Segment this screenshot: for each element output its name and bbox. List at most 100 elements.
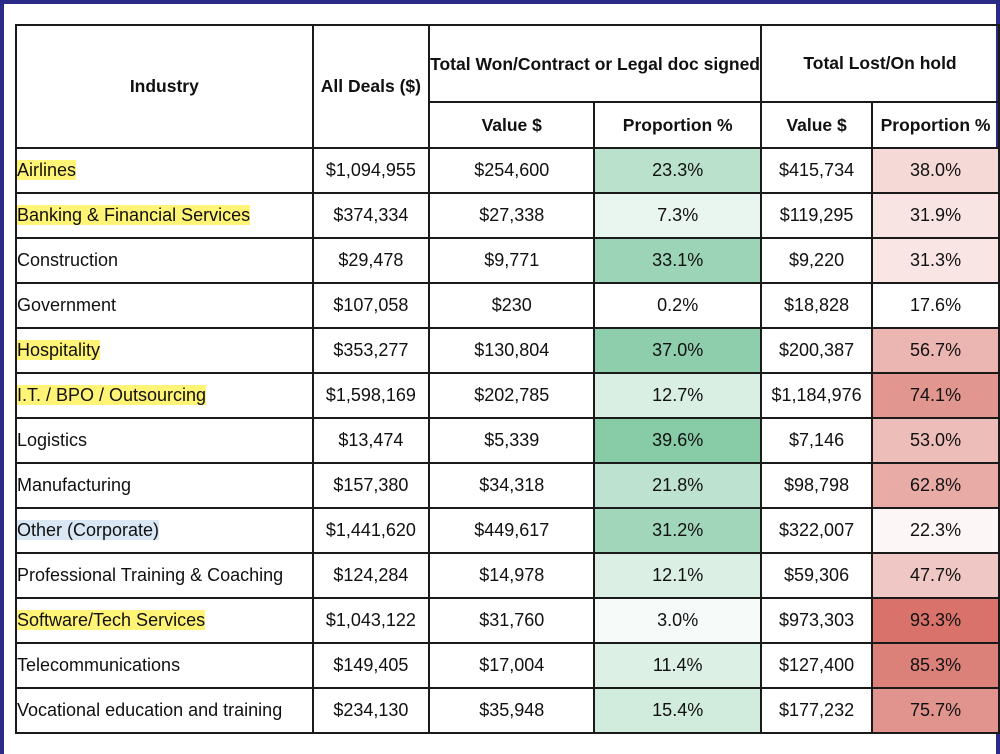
all-deals-cell-text: $1,441,620 xyxy=(325,520,416,540)
won-proportion-cell: 0.2% xyxy=(593,282,762,329)
industry-cell-text: Telecommunications xyxy=(17,655,181,675)
won-value-cell-text: $34,318 xyxy=(479,475,545,495)
lost-proportion-cell: 93.3% xyxy=(871,597,1000,644)
lost-value-cell: $119,295 xyxy=(759,192,874,239)
won-proportion-cell: 12.7% xyxy=(593,372,762,419)
table-row: Logistics $13,474 $5,339 39.6% $7,146 53.0% xyxy=(15,417,1000,464)
table-row: Manufacturing $157,380 $34,318 21.8% $98,798… xyxy=(15,462,1000,509)
table-row: Telecommunications $149,405 $17,004 11.4% $1… xyxy=(15,642,1000,689)
lost-proportion-cell: 31.3% xyxy=(871,237,1000,284)
won-proportion-cell-text: 0.2% xyxy=(657,295,699,315)
table-row: Banking & Financial Services $374,334 $27,… xyxy=(15,192,1000,239)
table-row: Software/Tech Services $1,043,122 $31,760 3… xyxy=(15,597,1000,644)
industry-cell: Telecommunications xyxy=(15,642,314,689)
lost-value-cell-text: $322,007 xyxy=(779,520,855,540)
lost-proportion-cell: 31.9% xyxy=(871,192,1000,239)
industry-cell-text: Government xyxy=(17,295,117,315)
lost-proportion-cell-text: 85.3% xyxy=(910,655,962,675)
won-value-cell: $202,785 xyxy=(428,372,596,419)
won-proportion-cell-text: 12.1% xyxy=(652,565,704,585)
lost-proportion-cell-text: 31.3% xyxy=(910,250,962,270)
lost-proportion-cell-text: 22.3% xyxy=(910,520,962,540)
won-value-cell: $230 xyxy=(428,282,596,329)
won-value-cell: $9,771 xyxy=(428,237,596,284)
header-all-deals: All Deals ($) xyxy=(311,24,431,149)
lost-proportion-cell: 47.7% xyxy=(871,552,1000,599)
lost-proportion-cell: 75.7% xyxy=(871,687,1000,734)
all-deals-cell: $29,478 xyxy=(311,237,431,284)
industry-cell: Logistics xyxy=(15,417,314,464)
industry-cell: Professional Training & Coaching xyxy=(15,552,314,599)
header-lost-value: Value $ xyxy=(759,101,874,149)
table-row: Professional Training & Coaching $124,284… xyxy=(15,552,1000,599)
lost-proportion-cell-text: 62.8% xyxy=(910,475,962,495)
won-proportion-cell: 31.2% xyxy=(593,507,762,554)
industry-cell: Software/Tech Services xyxy=(15,597,314,644)
all-deals-cell-text: $124,284 xyxy=(333,565,409,585)
lost-value-cell: $322,007 xyxy=(759,507,874,554)
lost-value-cell-text: $119,295 xyxy=(779,205,854,225)
industry-cell: Other (Corporate) xyxy=(15,507,314,554)
lost-value-cell-text: $415,734 xyxy=(779,160,855,180)
won-proportion-cell: 23.3% xyxy=(593,147,762,194)
won-value-cell: $35,948 xyxy=(428,687,596,734)
industry-cell: Hospitality xyxy=(15,327,314,374)
industry-cell: Airlines xyxy=(15,147,314,194)
won-value-cell: $31,760 xyxy=(428,597,596,644)
won-proportion-cell: 39.6% xyxy=(593,417,762,464)
industry-cell-text: Construction xyxy=(17,250,119,270)
all-deals-cell: $107,058 xyxy=(311,282,431,329)
all-deals-cell: $1,598,169 xyxy=(311,372,431,419)
won-value-cell: $34,318 xyxy=(428,462,596,509)
won-proportion-cell: 3.0% xyxy=(593,597,762,644)
won-value-cell-text: $5,339 xyxy=(484,430,540,450)
lost-value-cell: $973,303 xyxy=(759,597,874,644)
won-proportion-cell: 15.4% xyxy=(593,687,762,734)
lost-value-cell: $18,828 xyxy=(759,282,874,329)
lost-value-cell: $7,146 xyxy=(759,417,874,464)
won-value-cell: $130,804 xyxy=(428,327,596,374)
lost-proportion-cell: 62.8% xyxy=(871,462,1000,509)
won-value-cell: $449,617 xyxy=(428,507,596,554)
won-proportion-cell-text: 21.8% xyxy=(652,475,704,495)
won-proportion-cell: 33.1% xyxy=(593,237,762,284)
lost-value-cell: $1,184,976 xyxy=(759,372,874,419)
lost-value-cell-text: $59,306 xyxy=(784,565,850,585)
table-row: Government $107,058 $230 0.2% $18,828 17.6% xyxy=(15,282,1000,329)
lost-value-cell: $177,232 xyxy=(759,687,874,734)
lost-proportion-cell-text: 93.3% xyxy=(910,610,962,630)
won-value-cell-text: $230 xyxy=(491,295,532,315)
table-row: Airlines $1,094,955 $254,600 23.3% $415,734 3… xyxy=(15,147,1000,194)
lost-value-cell: $98,798 xyxy=(759,462,874,509)
lost-value-cell-text: $127,400 xyxy=(779,655,855,675)
all-deals-cell-text: $1,043,122 xyxy=(325,610,416,630)
all-deals-cell-text: $149,405 xyxy=(333,655,409,675)
won-value-cell: $254,600 xyxy=(428,147,596,194)
lost-proportion-cell-text: 38.0% xyxy=(910,160,962,180)
header-lost-proportion: Proportion % xyxy=(871,101,1000,149)
lost-proportion-cell: 53.0% xyxy=(871,417,1000,464)
header-lost-group: Total Lost/On hold xyxy=(760,24,1000,103)
all-deals-cell: $1,094,955 xyxy=(311,147,431,194)
industry-cell-text: Airlines xyxy=(17,160,77,180)
won-proportion-cell: 37.0% xyxy=(593,327,762,374)
won-proportion-cell-text: 3.0% xyxy=(657,610,699,630)
frame-left-border xyxy=(0,0,4,754)
all-deals-cell-text: $29,478 xyxy=(338,250,404,270)
won-value-cell-text: $254,600 xyxy=(474,160,550,180)
won-proportion-cell-text: 23.3% xyxy=(652,160,704,180)
industry-cell-text: Software/Tech Services xyxy=(17,610,206,630)
won-value-cell: $17,004 xyxy=(428,642,596,689)
all-deals-cell: $157,380 xyxy=(311,462,431,509)
lost-value-cell-text: $18,828 xyxy=(784,295,850,315)
industry-cell: Banking & Financial Services xyxy=(15,192,314,239)
lost-value-cell-text: $9,220 xyxy=(789,250,845,270)
won-value-cell-text: $202,785 xyxy=(474,385,550,405)
header-won-proportion: Proportion % xyxy=(593,101,762,149)
lost-proportion-cell-text: 47.7% xyxy=(910,565,962,585)
table-row: I.T. / BPO / Outsourcing $1,598,169 $202,7… xyxy=(15,372,1000,419)
all-deals-cell: $1,441,620 xyxy=(311,507,431,554)
lost-proportion-cell-text: 53.0% xyxy=(910,430,962,450)
lost-value-cell: $59,306 xyxy=(759,552,874,599)
header-won-value: Value $ xyxy=(428,101,596,149)
